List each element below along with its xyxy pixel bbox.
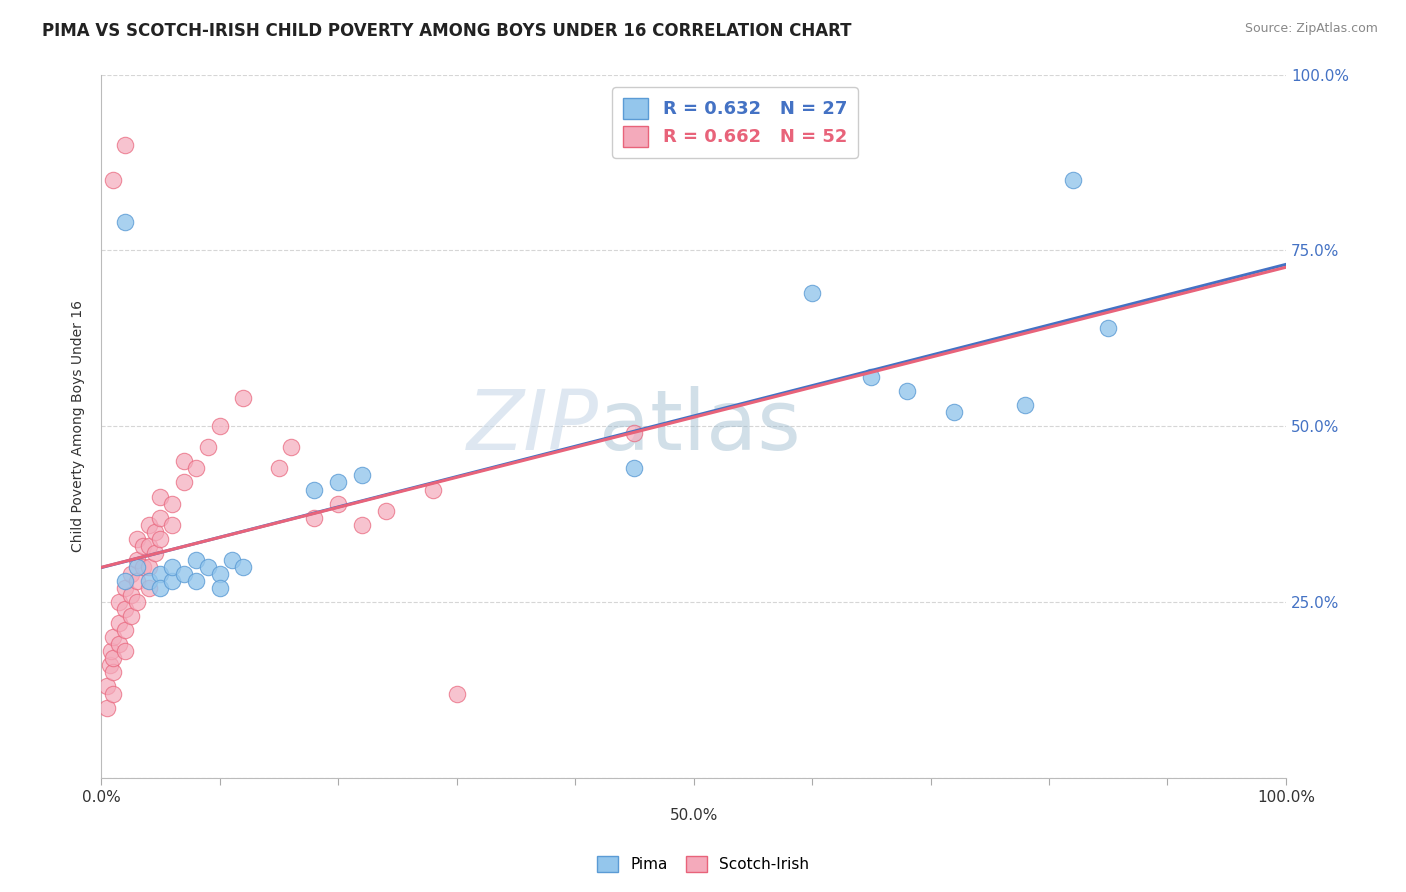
Point bbox=[232, 391, 254, 405]
Point bbox=[131, 560, 153, 574]
Point bbox=[208, 581, 231, 595]
Point bbox=[943, 405, 966, 419]
Point bbox=[131, 539, 153, 553]
Point bbox=[162, 560, 184, 574]
Point bbox=[328, 475, 350, 490]
Point bbox=[304, 510, 326, 524]
Point bbox=[143, 546, 166, 560]
Point bbox=[1097, 320, 1119, 334]
Point bbox=[623, 461, 645, 475]
Point bbox=[208, 419, 231, 434]
Point bbox=[120, 609, 142, 624]
Point bbox=[304, 483, 326, 497]
Text: atlas: atlas bbox=[599, 385, 800, 467]
Y-axis label: Child Poverty Among Boys Under 16: Child Poverty Among Boys Under 16 bbox=[72, 301, 86, 552]
Point bbox=[125, 560, 148, 574]
Point bbox=[184, 461, 207, 475]
Point bbox=[138, 560, 160, 574]
Point bbox=[114, 581, 136, 595]
Point bbox=[120, 566, 142, 581]
Point bbox=[125, 595, 148, 609]
Point bbox=[143, 524, 166, 539]
Point bbox=[149, 566, 172, 581]
Point bbox=[108, 616, 131, 631]
Point bbox=[374, 503, 396, 517]
Point bbox=[173, 566, 195, 581]
Point bbox=[422, 483, 444, 497]
Point bbox=[138, 517, 160, 532]
Point bbox=[114, 624, 136, 638]
Point bbox=[149, 532, 172, 546]
Point bbox=[173, 475, 195, 490]
Legend: R = 0.632   N = 27, R = 0.662   N = 52: R = 0.632 N = 27, R = 0.662 N = 52 bbox=[612, 87, 858, 158]
Text: ZIP: ZIP bbox=[467, 385, 599, 467]
Point bbox=[138, 574, 160, 588]
Point bbox=[120, 588, 142, 602]
Point bbox=[208, 566, 231, 581]
Point bbox=[101, 686, 124, 700]
Point bbox=[162, 574, 184, 588]
Point bbox=[162, 517, 184, 532]
Text: PIMA VS SCOTCH-IRISH CHILD POVERTY AMONG BOYS UNDER 16 CORRELATION CHART: PIMA VS SCOTCH-IRISH CHILD POVERTY AMONG… bbox=[42, 22, 852, 40]
Point bbox=[101, 630, 124, 644]
Point bbox=[125, 574, 148, 588]
Point bbox=[96, 680, 118, 694]
Point bbox=[267, 461, 290, 475]
Point bbox=[100, 644, 122, 658]
Text: 50.0%: 50.0% bbox=[669, 808, 718, 823]
Point bbox=[108, 637, 131, 651]
Point bbox=[101, 665, 124, 680]
Point bbox=[149, 490, 172, 504]
Point bbox=[138, 539, 160, 553]
Point bbox=[446, 686, 468, 700]
Point bbox=[149, 510, 172, 524]
Text: Source: ZipAtlas.com: Source: ZipAtlas.com bbox=[1244, 22, 1378, 36]
Point bbox=[1062, 173, 1084, 187]
Point bbox=[125, 532, 148, 546]
Point bbox=[896, 384, 918, 398]
Legend: Pima, Scotch-Irish: Pima, Scotch-Irish bbox=[589, 848, 817, 880]
Point bbox=[350, 468, 373, 483]
Point bbox=[221, 553, 243, 567]
Point bbox=[173, 454, 195, 468]
Point bbox=[114, 602, 136, 616]
Point bbox=[860, 370, 883, 384]
Point bbox=[114, 215, 136, 229]
Point bbox=[98, 658, 121, 673]
Point bbox=[101, 173, 124, 187]
Point bbox=[280, 440, 302, 454]
Point bbox=[328, 497, 350, 511]
Point bbox=[96, 700, 118, 714]
Point bbox=[1014, 398, 1036, 412]
Point bbox=[114, 574, 136, 588]
Point bbox=[125, 553, 148, 567]
Point bbox=[108, 595, 131, 609]
Point bbox=[197, 440, 219, 454]
Point bbox=[149, 581, 172, 595]
Point bbox=[623, 426, 645, 441]
Point bbox=[232, 560, 254, 574]
Point bbox=[197, 560, 219, 574]
Point bbox=[114, 137, 136, 152]
Point bbox=[114, 644, 136, 658]
Point bbox=[184, 553, 207, 567]
Point bbox=[138, 581, 160, 595]
Point bbox=[184, 574, 207, 588]
Point bbox=[101, 651, 124, 665]
Point bbox=[801, 285, 824, 300]
Point bbox=[162, 497, 184, 511]
Point bbox=[350, 517, 373, 532]
